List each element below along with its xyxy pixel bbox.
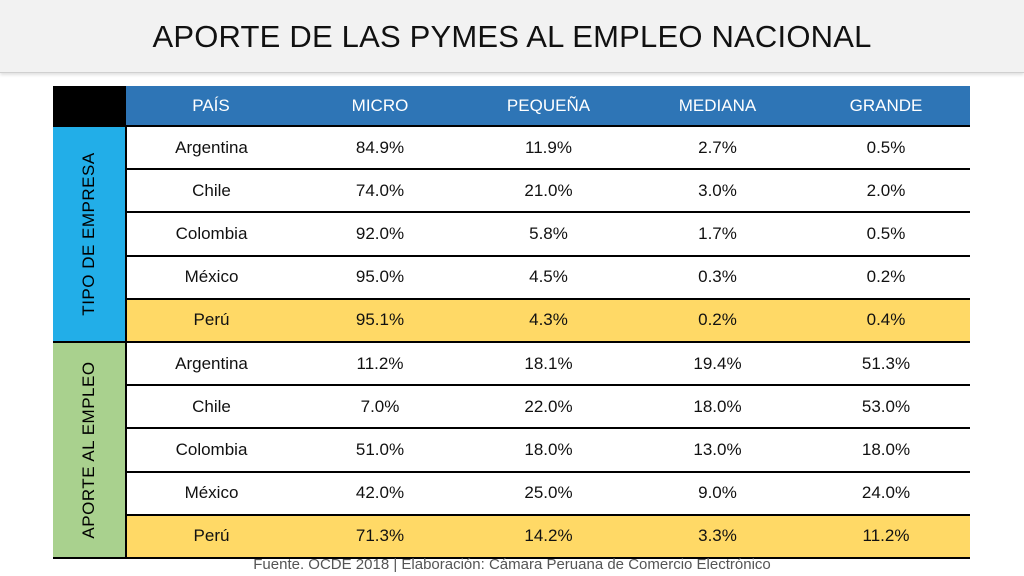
column-header-medium: MEDIANA — [633, 86, 802, 127]
table-row: TIPO DE EMPRESA Argentina 84.9% 11.9% 2.7% 0.… — [53, 126, 970, 343]
value-cell: 42.0% — [296, 471, 464, 516]
value-cell: 0.5% — [802, 212, 970, 257]
value-cell: 5.8% — [464, 212, 633, 257]
value-cell: 7.0% — [296, 385, 464, 430]
value-cell: 11.2% — [296, 341, 464, 387]
country-cell: Colombia — [126, 212, 296, 257]
country-cell: Argentina — [126, 126, 296, 171]
country-cell: México — [126, 255, 296, 300]
table-row: APORTE AL EMPLEO Argentina 11.2% 18.1% 19.4%… — [53, 341, 970, 559]
value-cell: 18.1% — [464, 341, 633, 387]
value-cell: 11.9% — [464, 126, 633, 171]
value-cell: 51.0% — [296, 428, 464, 473]
table-body: TIPO DE EMPRESA Argentina 84.9% 11.9% 2.7% 0.… — [53, 126, 970, 559]
title-bar — [0, 0, 1024, 73]
country-cell: Perú — [126, 514, 296, 559]
value-cell: 0.3% — [633, 255, 802, 300]
column-header-micro: MICRO — [296, 86, 464, 127]
value-cell: 0.2% — [633, 298, 802, 343]
value-cell: 3.3% — [633, 514, 802, 559]
table-row: México 42.0% 25.0% 9.0% 24.0% — [53, 471, 970, 516]
value-cell: 2.0% — [802, 169, 970, 214]
corner-cell — [53, 86, 126, 127]
value-cell: 11.2% — [802, 514, 970, 559]
source-footer: Fuente. OCDE 2018 | Elaboración: Cámara … — [253, 556, 771, 573]
value-cell: 24.0% — [802, 471, 970, 516]
value-cell: 0.2% — [802, 255, 970, 300]
value-cell: 22.0% — [464, 385, 633, 430]
table-row: Perú 95.1% 4.3% 0.2% 0.4% — [53, 298, 970, 343]
country-cell: Chile — [126, 385, 296, 430]
value-cell: 95.0% — [296, 255, 464, 300]
value-cell: 13.0% — [633, 428, 802, 473]
table-row: Chile 74.0% 21.0% 3.0% 2.0% — [53, 169, 970, 214]
value-cell: 25.0% — [464, 471, 633, 516]
page-title: APORTE DE LAS PYMES AL EMPLEO NACIONAL — [152, 19, 872, 54]
value-cell: 95.1% — [296, 298, 464, 343]
value-cell: 18.0% — [464, 428, 633, 473]
value-cell: 21.0% — [464, 169, 633, 214]
column-header-small: PEQUEÑA — [464, 86, 633, 127]
group-label-cell: APORTE AL EMPLEO — [53, 341, 127, 559]
value-cell: 53.0% — [802, 385, 970, 430]
group-label-cell: TIPO DE EMPRESA — [53, 126, 127, 343]
value-cell: 84.9% — [296, 126, 464, 171]
value-cell: 18.0% — [633, 385, 802, 430]
country-cell: México — [126, 471, 296, 516]
value-cell: 2.7% — [633, 126, 802, 171]
value-cell: 18.0% — [802, 428, 970, 473]
value-cell: 14.2% — [464, 514, 633, 559]
value-cell: 3.0% — [633, 169, 802, 214]
value-cell: 4.3% — [464, 298, 633, 343]
country-cell: Colombia — [126, 428, 296, 473]
table-row: México 95.0% 4.5% 0.3% 0.2% — [53, 255, 970, 300]
country-cell: Perú — [126, 298, 296, 343]
value-cell: 0.4% — [802, 298, 970, 343]
table-row: Colombia 92.0% 5.8% 1.7% 0.5% — [53, 212, 970, 257]
country-cell: Chile — [126, 169, 296, 214]
group-label: APORTE AL EMPLEO — [79, 361, 98, 539]
table-row: Colombia 51.0% 18.0% 13.0% 18.0% — [53, 428, 970, 473]
table-row: Chile 7.0% 22.0% 18.0% 53.0% — [53, 385, 970, 430]
value-cell: 74.0% — [296, 169, 464, 214]
value-cell: 92.0% — [296, 212, 464, 257]
value-cell: 0.5% — [802, 126, 970, 171]
column-header-country: PAÍS — [126, 86, 296, 127]
country-cell: Argentina — [126, 341, 296, 387]
column-header-large: GRANDE — [802, 86, 970, 127]
group-label: TIPO DE EMPRESA — [79, 152, 98, 316]
data-table-container: PAÍS MICRO PEQUEÑA MEDIANA GRANDE TIPO D… — [53, 86, 970, 559]
value-cell: 19.4% — [633, 341, 802, 387]
value-cell: 4.5% — [464, 255, 633, 300]
header-row: PAÍS MICRO PEQUEÑA MEDIANA GRANDE — [53, 86, 970, 127]
value-cell: 71.3% — [296, 514, 464, 559]
value-cell: 1.7% — [633, 212, 802, 257]
value-cell: 51.3% — [802, 341, 970, 387]
employment-table: PAÍS MICRO PEQUEÑA MEDIANA GRANDE TIPO D… — [53, 86, 970, 559]
value-cell: 9.0% — [633, 471, 802, 516]
table-row: Perú 71.3% 14.2% 3.3% 11.2% — [53, 514, 970, 559]
